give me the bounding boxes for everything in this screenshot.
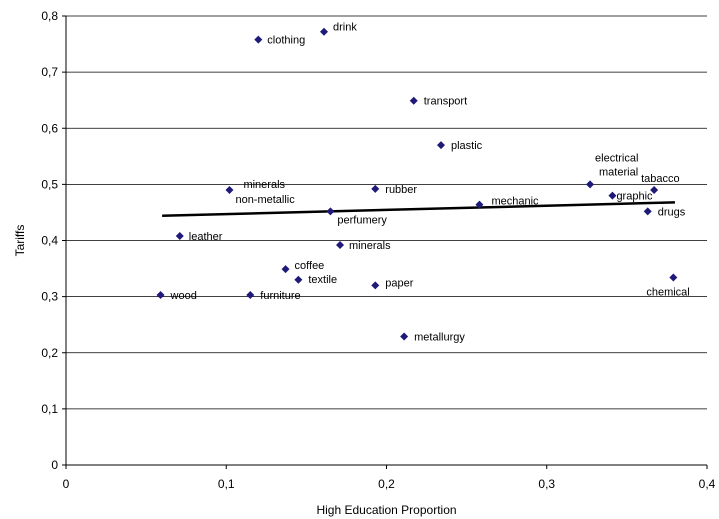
y-tick-label: 0,1 (41, 402, 58, 416)
point-label: furniture (260, 290, 300, 302)
data-point (650, 185, 659, 194)
data-point (175, 232, 184, 241)
data-point (586, 180, 595, 189)
data-point (156, 290, 165, 299)
data-point (246, 290, 255, 299)
point-labels: clothing drink transport plastic electrical m… (170, 22, 690, 344)
y-tick-label: 0 (51, 458, 58, 472)
y-tick-label: 0,4 (41, 234, 58, 248)
y-tick-label: 0,6 (41, 121, 58, 135)
data-point (254, 35, 263, 44)
y-tick-label: 0,2 (41, 346, 58, 360)
y-tick-labels: 0 0,1 0,2 0,3 0,4 0,5 0,6 0,7 0,8 (41, 9, 66, 472)
point-label: non-metallic (235, 194, 295, 206)
data-point (608, 191, 617, 200)
data-point (225, 185, 234, 194)
data-point (371, 281, 380, 290)
point-label: perfumery (337, 214, 387, 226)
data-point (371, 184, 380, 193)
y-tick-label: 0,5 (41, 177, 58, 191)
point-label: minerals (243, 179, 285, 191)
y-tick-label: 0,8 (41, 9, 58, 23)
point-label: minerals (349, 240, 391, 252)
y-tick-label: 0,7 (41, 65, 58, 79)
x-axis-title: High Education Proportion (316, 503, 456, 517)
y-tick-label: 0,3 (41, 290, 58, 304)
data-point (436, 141, 445, 150)
data-point (409, 96, 418, 105)
point-label: metallurgy (414, 331, 465, 343)
x-tick-labels: 0 0,1 0,2 0,3 0,4 (63, 465, 716, 491)
x-tick-label: 0,4 (699, 477, 716, 491)
point-label: mechanic (491, 196, 539, 208)
point-label: chemical (646, 287, 689, 299)
x-tick-label: 0 (63, 477, 70, 491)
data-point (643, 207, 652, 216)
point-label: rubber (385, 184, 417, 196)
point-label: textile (308, 274, 337, 286)
point-label: transport (424, 96, 467, 108)
grid-lines (66, 15, 707, 410)
data-point (400, 332, 409, 341)
data-point (294, 275, 303, 284)
data-point (475, 200, 484, 209)
data-point (336, 240, 345, 249)
point-label: graphic (616, 191, 653, 203)
x-tick-label: 0,2 (378, 477, 395, 491)
point-label: tabacco (641, 173, 680, 185)
y-axis-title: Tariffs (13, 225, 27, 257)
point-label: wood (170, 290, 197, 302)
x-tick-label: 0,3 (538, 477, 555, 491)
data-point (326, 207, 335, 216)
x-tick-label: 0,1 (218, 477, 235, 491)
point-label: leather (189, 231, 223, 243)
point-label: material (599, 166, 638, 178)
point-label: coffee (295, 260, 325, 272)
data-points (156, 27, 678, 341)
data-point (281, 265, 290, 274)
data-point (320, 27, 329, 36)
point-label: plastic (451, 140, 483, 152)
point-label: paper (385, 277, 413, 289)
trend-line (162, 201, 675, 218)
data-point (669, 273, 678, 282)
point-label: drink (333, 22, 357, 34)
point-label: clothing (267, 35, 305, 47)
point-label: drugs (658, 206, 686, 218)
point-label: electrical (595, 152, 638, 164)
